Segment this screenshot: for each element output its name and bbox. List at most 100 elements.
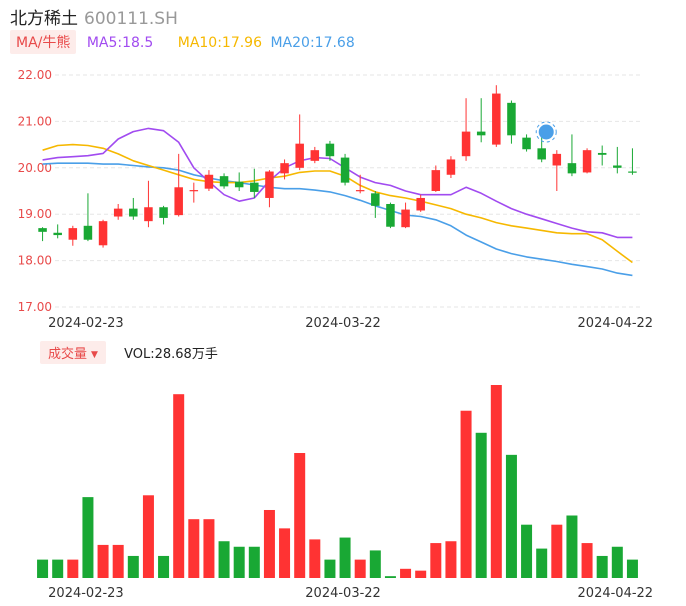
candle-body: [492, 93, 501, 145]
candle: [204, 170, 214, 191]
candle: [507, 100, 516, 144]
ma20-line: [42, 162, 633, 277]
volume-bar: [369, 550, 381, 578]
volume-bar: [279, 528, 291, 578]
candle-body: [250, 182, 259, 192]
volume-bar: [521, 524, 533, 578]
candle-body: [567, 163, 577, 174]
volume-bar: [596, 555, 608, 578]
candle: [189, 182, 199, 203]
candle: [113, 203, 123, 220]
candle-body: [68, 228, 78, 240]
x-tick-label: 2024-03-22: [305, 586, 381, 601]
x-tick-label: 2024-02-23: [48, 586, 124, 601]
candle: [613, 146, 622, 174]
moving-average-lines: [42, 127, 633, 277]
candle-body: [280, 163, 289, 174]
volume-bar: [309, 539, 321, 578]
volume-bar: [384, 576, 396, 578]
candle: [219, 173, 229, 189]
candle-body: [83, 225, 93, 240]
candle-body: [401, 209, 410, 228]
volume-bar: [188, 519, 200, 578]
volume-tag-label: 成交量: [48, 347, 88, 362]
candle: [355, 174, 365, 194]
volume-bar: [97, 544, 109, 578]
volume-bar: [233, 546, 245, 578]
ma-legend: MA/牛熊 MA5:18.5 MA10:17.96 MA20:17.68: [10, 30, 355, 54]
x-tick-label: 2024-04-22: [578, 316, 654, 331]
candle: [340, 153, 350, 186]
candle-body: [537, 148, 546, 160]
volume-date-labels: 2024-02-23 2024-03-22 2024-04-22: [48, 586, 653, 601]
candle-body: [174, 187, 183, 216]
candle: [371, 191, 380, 218]
candle: [401, 202, 410, 229]
y-tick-label: 21.00: [18, 114, 52, 128]
candle: [83, 193, 93, 242]
price-date-labels: 2024-02-23 2024-03-22 2024-04-22: [48, 316, 653, 331]
candle-body: [340, 157, 350, 183]
candle: [431, 165, 441, 192]
stock-code: 600111.SH: [84, 9, 178, 29]
candle-body: [355, 190, 365, 192]
candle-body: [446, 159, 456, 175]
candlestick-series: [38, 85, 637, 248]
candle-body: [295, 143, 304, 168]
candle-body: [53, 232, 62, 236]
candle-body: [204, 174, 214, 189]
candle: [144, 180, 153, 228]
candle-body: [144, 207, 153, 222]
ma20-value: MA20:17.68: [270, 35, 355, 51]
stock-name: 北方稀土: [10, 9, 78, 29]
volume-bar: [142, 495, 154, 578]
candle: [38, 227, 47, 242]
candle: [234, 172, 244, 191]
ma5-line: [42, 127, 633, 239]
candle-body: [507, 102, 516, 136]
candle-body: [476, 131, 486, 136]
ma10-line: [42, 143, 633, 264]
volume-bar: [460, 410, 472, 578]
volume-legend: 成交量 ▼ VOL:28.68万手: [40, 341, 218, 364]
candle: [476, 98, 486, 143]
candle: [68, 225, 78, 246]
candle-body: [129, 208, 138, 217]
x-tick-label: 2024-04-22: [578, 586, 654, 601]
candle: [492, 85, 501, 147]
ma-selector-tag[interactable]: MA/牛熊: [10, 30, 77, 54]
dropdown-caret-icon: ▼: [91, 350, 98, 360]
volume-bar: [82, 497, 94, 578]
y-tick-label: 19.00: [18, 207, 52, 221]
price-axis-labels: 22.00 21.00 20.00 19.00 18.00 17.00: [18, 68, 52, 314]
y-tick-label: 22.00: [18, 68, 52, 82]
volume-bar: [475, 432, 487, 578]
volume-bar: [566, 515, 578, 578]
ma5-value: MA5:18.5: [86, 35, 154, 51]
candle-body: [159, 207, 168, 218]
volume-bar: [430, 543, 442, 578]
y-tick-label: 18.00: [18, 254, 52, 268]
volume-selector-tag[interactable]: 成交量 ▼: [40, 341, 106, 364]
volume-bar: [324, 559, 336, 578]
volume-bar: [581, 543, 593, 578]
candle-body: [113, 208, 123, 217]
candle: [325, 140, 335, 161]
candle: [552, 150, 562, 191]
candle: [295, 114, 304, 171]
volume-bar: [158, 555, 170, 578]
candle-body: [98, 221, 108, 246]
candle-body: [431, 170, 441, 191]
candle: [280, 159, 289, 180]
candle-body: [371, 193, 380, 206]
volume-bar: [173, 394, 185, 578]
volume-bar: [551, 524, 563, 578]
candle: [522, 134, 531, 152]
volume-value: VOL:28.68万手: [124, 347, 218, 362]
volume-bar: [294, 453, 306, 578]
candle-body: [386, 203, 395, 227]
volume-bar: [445, 541, 457, 578]
volume-bar: [203, 519, 215, 578]
x-tick-label: 2024-02-23: [48, 316, 124, 331]
